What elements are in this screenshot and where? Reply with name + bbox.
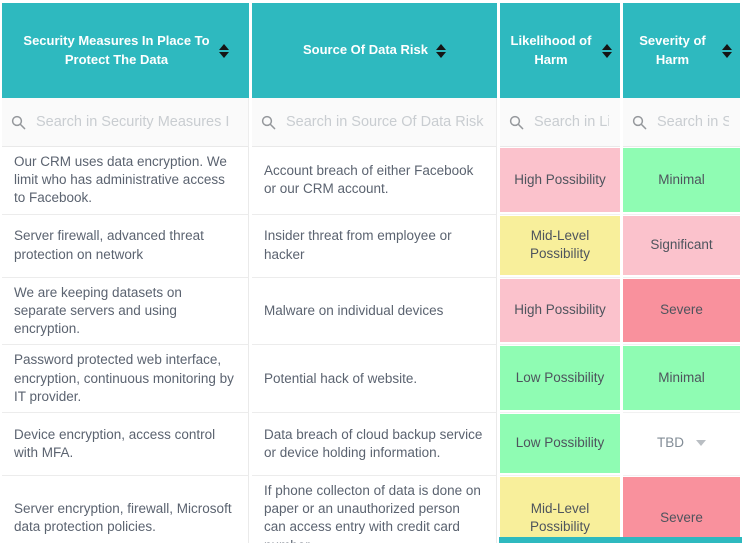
- severity-chip[interactable]: TBD: [623, 413, 740, 473]
- chip-label: Low Possibility: [515, 370, 605, 386]
- security-measures-cell: Device encryption, access control with M…: [2, 412, 249, 476]
- table-search-row: [2, 98, 740, 147]
- search-input-likelihood[interactable]: [532, 113, 611, 131]
- cell-text: If phone collecton of data is done on pa…: [264, 482, 481, 543]
- likelihood-cell: Mid-Level Possibility: [500, 214, 620, 278]
- table-row: We are keeping datasets on separate serv…: [2, 277, 740, 346]
- search-input-severity[interactable]: [655, 113, 731, 131]
- search-cell-source-of-data-risk: [252, 98, 497, 147]
- chip-label: Severe: [660, 302, 703, 318]
- column-header-label: Likelihood of Harm: [510, 33, 592, 67]
- chip-label: High Possibility: [514, 171, 606, 187]
- data-risk-cell: If phone collecton of data is done on pa…: [252, 475, 497, 543]
- bottom-accent-bar: [499, 537, 742, 543]
- cell-text: Server encryption, firewall, Microsoft d…: [14, 501, 232, 535]
- column-header-label: Source Of Data Risk: [303, 42, 428, 58]
- severity-cell: TBD: [623, 412, 740, 476]
- chip-label: Mid-Level Possibility: [529, 227, 591, 262]
- severity-cell: Severe: [623, 277, 740, 346]
- cell-text: We are keeping datasets on separate serv…: [14, 284, 182, 337]
- chip-label: TBD: [657, 435, 684, 451]
- cell-text: Device encryption, access control with M…: [14, 426, 216, 460]
- severity-cell: Significant: [623, 214, 740, 278]
- chip-label: Significant: [650, 237, 713, 253]
- sort-icon: [721, 43, 732, 58]
- data-risk-cell: Data breach of cloud backup service or d…: [252, 412, 497, 476]
- chevron-down-icon: [696, 440, 706, 447]
- security-measures-cell: Our CRM uses data encryption. We limit w…: [2, 147, 249, 215]
- cell-text: Server firewall, advanced threat protect…: [14, 228, 204, 262]
- column-header-label: Severity of Harm: [639, 33, 706, 67]
- cell-text: Password protected web interface, encryp…: [14, 352, 234, 404]
- severity-chip[interactable]: Severe: [623, 278, 740, 343]
- likelihood-cell: Low Possibility: [500, 412, 620, 476]
- likelihood-chip[interactable]: Mid-Level Possibility: [500, 215, 620, 275]
- chip-label: Minimal: [658, 171, 705, 187]
- likelihood-chip[interactable]: Low Possibility: [500, 413, 620, 473]
- table-row: Our CRM uses data encryption. We limit w…: [2, 147, 740, 215]
- table-row: Server encryption, firewall, Microsoft d…: [2, 475, 740, 543]
- search-cell-likelihood: [500, 98, 620, 147]
- search-icon: [632, 115, 647, 129]
- chip-label: Minimal: [658, 370, 705, 386]
- column-header-likelihood[interactable]: Likelihood of Harm: [500, 3, 620, 98]
- column-header-severity[interactable]: Severity of Harm: [623, 3, 740, 98]
- search-cell-severity: [623, 98, 740, 147]
- data-risk-cell: Potential hack of website.: [252, 345, 497, 413]
- search-icon: [261, 115, 276, 129]
- column-header-security-measures[interactable]: Security Measures In Place To Protect Th…: [2, 3, 249, 98]
- table-body: Our CRM uses data encryption. We limit w…: [2, 147, 740, 543]
- severity-chip[interactable]: Minimal: [623, 346, 740, 410]
- security-measures-cell: Server firewall, advanced threat protect…: [2, 214, 249, 278]
- likelihood-chip[interactable]: High Possibility: [500, 278, 620, 343]
- sort-icon: [219, 43, 230, 58]
- column-header-source-of-data-risk[interactable]: Source Of Data Risk: [252, 3, 497, 98]
- chip-label: Severe: [660, 509, 703, 525]
- cell-text: Account breach of either Facebook or our…: [264, 163, 474, 197]
- sort-icon: [601, 43, 612, 58]
- table-row: Password protected web interface, encryp…: [2, 345, 740, 413]
- security-measures-cell: Password protected web interface, encryp…: [2, 345, 249, 413]
- search-input-security-measures[interactable]: [34, 113, 239, 131]
- data-risk-cell: Account breach of either Facebook or our…: [252, 147, 497, 215]
- likelihood-chip[interactable]: Low Possibility: [500, 346, 620, 410]
- severity-cell: Minimal: [623, 147, 740, 215]
- data-risk-cell: Insider threat from employee or hacker: [252, 214, 497, 278]
- cell-text: Potential hack of website.: [264, 370, 418, 386]
- search-icon: [509, 115, 524, 129]
- sort-icon: [436, 43, 446, 58]
- likelihood-cell: High Possibility: [500, 147, 620, 215]
- data-risk-cell: Malware on individual devices: [252, 277, 497, 346]
- cell-text: Our CRM uses data encryption. We limit w…: [14, 154, 227, 206]
- chip-label: High Possibility: [514, 302, 606, 318]
- likelihood-cell: Mid-Level Possibility: [500, 475, 620, 543]
- table-header-row: Security Measures In Place To Protect Th…: [2, 3, 740, 98]
- table-row: Device encryption, access control with M…: [2, 412, 740, 476]
- security-measures-cell: Server encryption, firewall, Microsoft d…: [2, 475, 249, 543]
- chip-label: Mid-Level Possibility: [529, 500, 591, 534]
- likelihood-cell: High Possibility: [500, 277, 620, 346]
- likelihood-cell: Low Possibility: [500, 345, 620, 413]
- severity-chip[interactable]: Minimal: [623, 148, 740, 212]
- severity-cell: Severe: [623, 475, 740, 543]
- cell-text: Insider threat from employee or hacker: [264, 228, 452, 262]
- search-icon: [11, 115, 26, 129]
- likelihood-chip[interactable]: High Possibility: [500, 148, 620, 212]
- severity-chip[interactable]: Significant: [623, 215, 740, 275]
- cell-text: Malware on individual devices: [264, 302, 444, 318]
- table-row: Server firewall, advanced threat protect…: [2, 214, 740, 278]
- cell-text: Data breach of cloud backup service or d…: [264, 426, 483, 460]
- data-table: Security Measures In Place To Protect Th…: [2, 3, 740, 543]
- chip-label: Low Possibility: [515, 435, 605, 451]
- severity-chip[interactable]: Severe: [623, 476, 740, 543]
- column-header-label: Security Measures In Place To Protect Th…: [23, 33, 210, 67]
- search-input-source-of-data-risk[interactable]: [284, 113, 487, 131]
- security-measures-cell: We are keeping datasets on separate serv…: [2, 277, 249, 346]
- likelihood-chip[interactable]: Mid-Level Possibility: [500, 476, 620, 543]
- search-cell-security-measures: [2, 98, 249, 147]
- severity-cell: Minimal: [623, 345, 740, 413]
